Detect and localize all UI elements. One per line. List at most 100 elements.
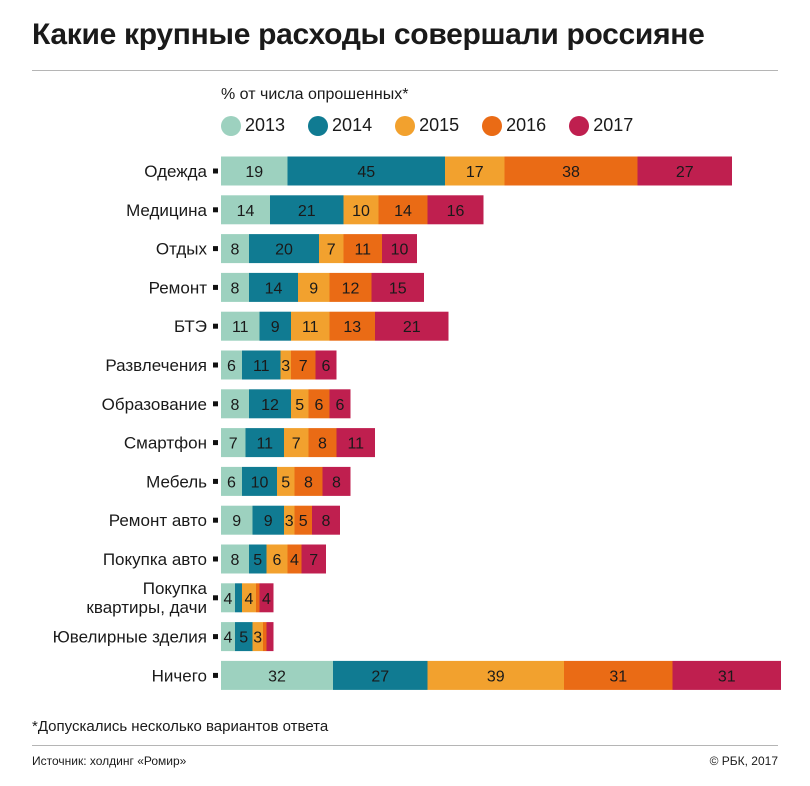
bar-segment-2017 — [329, 389, 351, 419]
bar-segment-2014 — [252, 505, 284, 535]
bar-segment-2013 — [221, 195, 270, 225]
data-label: 38 — [562, 164, 580, 181]
data-label: 11 — [354, 242, 371, 259]
chart-title: Какие крупные расходы совершали россияне — [32, 18, 705, 51]
bar-segment-2013 — [221, 466, 242, 496]
bar-segment-2014 — [235, 622, 253, 652]
bar-segment-2015 — [242, 583, 256, 613]
legend-swatch — [395, 115, 416, 136]
row-marker — [213, 323, 218, 329]
data-label: 8 — [318, 436, 327, 453]
bar-segment-2014 — [259, 311, 291, 341]
category-label: Покупка квартиры, дачи — [86, 579, 207, 617]
row-marker — [213, 207, 218, 213]
bar-segment-2017 — [375, 311, 449, 341]
row-marker — [213, 634, 218, 640]
data-label: 7 — [229, 436, 238, 453]
data-label: 15 — [389, 280, 407, 297]
data-label: 6 — [227, 474, 236, 491]
bar-segment-2015 — [252, 622, 263, 652]
data-label: 20 — [275, 242, 293, 259]
data-label: 3 — [253, 630, 262, 647]
bar-segment-2013 — [221, 544, 249, 574]
legend-swatch — [221, 115, 241, 136]
data-label: 7 — [309, 552, 318, 569]
bar-segment-2013 — [221, 583, 235, 613]
top-divider — [32, 70, 778, 71]
data-label: 27 — [371, 668, 389, 685]
data-label: 12 — [342, 280, 360, 297]
data-label: 5 — [299, 513, 308, 530]
bar-segment-2016 — [308, 389, 330, 419]
category-label: Покупка авто — [103, 550, 207, 569]
category-label: Развлечения — [105, 356, 207, 375]
data-label: 21 — [403, 319, 421, 336]
category-label: Мебель — [146, 472, 207, 491]
bar-segment-2017 — [637, 156, 732, 186]
data-label: 9 — [271, 319, 280, 336]
bar-segment-2013 — [221, 234, 249, 264]
bar-segment-2015 — [284, 505, 295, 535]
data-label: 5 — [295, 397, 304, 414]
bar-segment-2016 — [343, 234, 382, 264]
row-marker — [213, 168, 218, 174]
bar-segment-2017 — [312, 505, 340, 535]
row-marker — [213, 440, 218, 446]
category-label: БТЭ — [174, 317, 207, 336]
bar-segment-2017 — [371, 272, 424, 302]
bar-segment-2014 — [235, 583, 242, 613]
bar-segment-2013 — [221, 428, 246, 458]
data-label: 8 — [322, 513, 331, 530]
data-label: 6 — [273, 552, 282, 569]
data-label: 9 — [264, 513, 273, 530]
source-note: Источник: холдинг «Ромир» — [32, 754, 187, 768]
bar-segment-2015 — [291, 311, 330, 341]
category-label: Отдых — [156, 240, 208, 259]
bar-segment-2014 — [242, 350, 281, 380]
data-label: 31 — [609, 668, 627, 685]
bar-segment-2017 — [301, 544, 326, 574]
data-label: 5 — [253, 552, 262, 569]
bar-segment-2013 — [221, 311, 260, 341]
bar-segment-2013 — [221, 622, 235, 652]
bar-segment-2017 — [266, 622, 274, 652]
category-label: Смартфон — [124, 434, 207, 453]
row-marker — [213, 672, 218, 678]
data-label: 32 — [268, 668, 286, 685]
bar-segment-2015 — [427, 660, 564, 690]
row-marker — [213, 401, 218, 407]
category-label: Образование — [102, 395, 207, 414]
bar-segment-2017 — [672, 660, 781, 690]
data-label: 21 — [298, 203, 316, 220]
bar-segment-2016 — [291, 350, 316, 380]
bar-segment-2017 — [322, 466, 351, 496]
bar-segment-2016 — [294, 505, 312, 535]
data-label: 7 — [327, 242, 336, 259]
legend-label: 2015 — [419, 115, 460, 135]
data-label: 14 — [237, 203, 255, 220]
data-label: 14 — [394, 203, 412, 220]
data-label: 19 — [245, 164, 263, 181]
data-label: 11 — [256, 436, 273, 453]
bar-segment-2016 — [378, 195, 428, 225]
bar-segment-2014 — [287, 156, 445, 186]
data-label: 10 — [391, 242, 409, 259]
footnote: *Допускались несколько вариантов ответа — [32, 718, 329, 735]
bar-segment-2017 — [427, 195, 484, 225]
legend-swatch — [308, 115, 329, 136]
bar-segment-2016 — [329, 311, 375, 341]
data-label: 31 — [718, 668, 736, 685]
bar-segment-2017 — [259, 583, 274, 613]
category-label: Ювелирные зделия — [53, 628, 207, 647]
data-label: 10 — [251, 474, 269, 491]
data-label: 8 — [332, 474, 341, 491]
data-label: 11 — [347, 436, 364, 453]
bar-segment-2016 — [308, 428, 337, 458]
legend-item-2014: 2014 — [308, 115, 372, 136]
bar-segment-2016 — [564, 660, 673, 690]
row-marker — [213, 556, 218, 562]
data-label: 11 — [253, 358, 270, 375]
data-label: 17 — [466, 164, 484, 181]
bar-segment-2016 — [263, 622, 267, 652]
